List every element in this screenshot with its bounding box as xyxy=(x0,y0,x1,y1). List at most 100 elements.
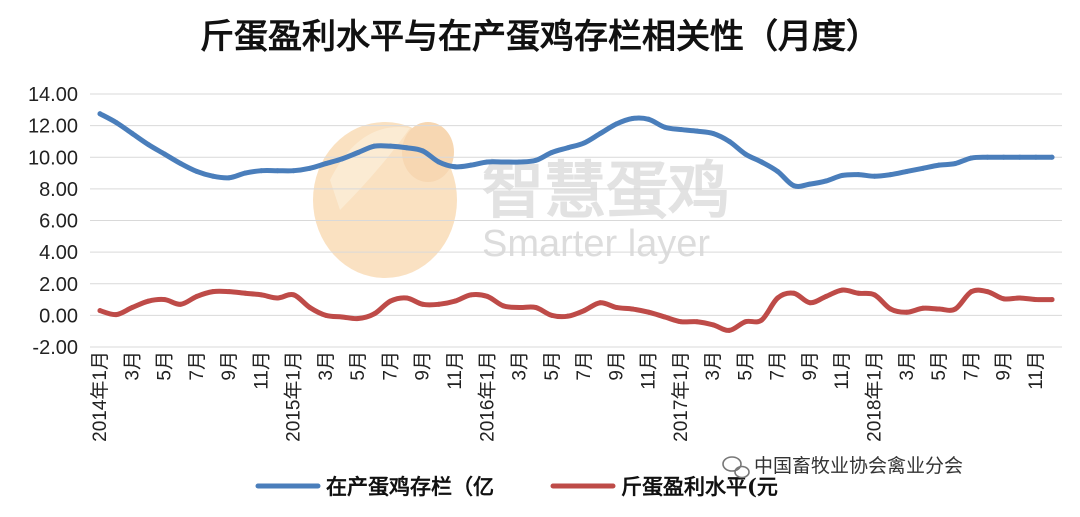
data-point xyxy=(581,308,587,314)
data-point xyxy=(807,300,813,306)
legend: 在产蛋鸡存栏（亿 斤蛋盈利水平(元 xyxy=(255,474,778,499)
data-point xyxy=(968,289,974,295)
data-point xyxy=(113,312,119,318)
data-point xyxy=(162,297,168,303)
data-point xyxy=(1001,296,1007,302)
wechat-icon xyxy=(722,456,750,479)
data-point xyxy=(678,319,684,325)
x-tick-label: 7月 xyxy=(187,351,208,381)
series-line-profit xyxy=(97,287,1055,333)
y-tick-label: 4.00 xyxy=(39,242,78,264)
legend-label-stock: 在产蛋鸡存栏（亿 xyxy=(326,474,494,499)
data-point xyxy=(936,306,942,312)
data-point xyxy=(210,289,216,295)
x-tick-label: 3月 xyxy=(897,351,918,381)
x-tick-label: 3月 xyxy=(703,351,724,381)
data-point xyxy=(162,151,168,157)
data-point xyxy=(274,295,280,301)
grid xyxy=(90,93,1062,348)
data-point xyxy=(742,319,748,325)
data-point xyxy=(387,143,393,149)
data-point xyxy=(565,313,571,319)
data-point xyxy=(291,168,297,174)
y-tick-label: 12.00 xyxy=(28,116,78,138)
data-point xyxy=(1001,154,1007,160)
data-point xyxy=(1017,154,1023,160)
data-point xyxy=(823,178,829,184)
data-point xyxy=(97,308,103,314)
x-tick-label: 3月 xyxy=(316,351,337,381)
data-point xyxy=(920,165,926,171)
data-point xyxy=(500,303,506,309)
x-tick-label: 9月 xyxy=(606,351,627,381)
data-point xyxy=(436,159,442,165)
data-point xyxy=(436,301,442,307)
data-point xyxy=(629,306,635,312)
data-point xyxy=(145,142,151,148)
x-tick-label: 3月 xyxy=(510,351,531,381)
data-point xyxy=(226,289,232,295)
x-tick-label: 11月 xyxy=(1026,351,1047,390)
data-point xyxy=(662,124,668,130)
x-tick-label: 2018年1月 xyxy=(864,351,886,442)
data-point xyxy=(339,314,345,320)
data-point xyxy=(242,290,248,296)
data-point xyxy=(694,319,700,325)
data-point xyxy=(1017,295,1023,301)
data-point xyxy=(468,292,474,298)
y-tick-label: 0.00 xyxy=(39,305,78,327)
x-tick-label: 7月 xyxy=(380,351,401,381)
data-point xyxy=(404,145,410,151)
data-point xyxy=(129,304,135,310)
x-tick-label: 7月 xyxy=(768,351,789,381)
data-point xyxy=(484,159,490,165)
data-point xyxy=(307,165,313,171)
data-point xyxy=(710,131,716,137)
x-tick-label: 9月 xyxy=(219,351,240,381)
data-point xyxy=(1049,297,1055,303)
x-tick-label: 5月 xyxy=(155,351,176,381)
data-point xyxy=(210,173,216,179)
x-tick-label: 2015年1月 xyxy=(283,351,305,442)
data-point xyxy=(984,154,990,160)
data-point xyxy=(323,161,329,167)
x-tick-label: 2017年1月 xyxy=(670,351,692,442)
data-point xyxy=(226,175,232,181)
x-tick-label: 5月 xyxy=(929,351,950,381)
data-point xyxy=(323,312,329,318)
data-point xyxy=(371,311,377,317)
data-point xyxy=(355,150,361,156)
data-point xyxy=(710,322,716,328)
x-tick-label: 11月 xyxy=(832,351,853,390)
x-tick-label: 11月 xyxy=(639,351,660,390)
data-point xyxy=(872,292,878,298)
data-point xyxy=(984,289,990,295)
data-point xyxy=(888,172,894,178)
data-point xyxy=(452,164,458,170)
data-point xyxy=(97,111,103,117)
data-point xyxy=(629,116,635,122)
data-point xyxy=(1033,297,1039,303)
x-tick-label: 5月 xyxy=(735,351,756,381)
data-point xyxy=(791,183,797,189)
x-tick-label: 2016年1月 xyxy=(476,351,498,442)
y-tick-label: 2.00 xyxy=(39,274,78,296)
data-point xyxy=(258,292,264,298)
data-point xyxy=(533,304,539,310)
x-tick-label: 7月 xyxy=(961,351,982,381)
watermark-chinese-text: 智慧蛋鸡 xyxy=(482,154,730,227)
data-point xyxy=(517,159,523,165)
source-label: 中国畜牧业协会禽业分会 xyxy=(754,455,963,477)
x-axis-ticks: 2014年1月 3月 5月 7月 9月 11月 2015年1月 3月 5月 7月 9月 11月 2016… xyxy=(89,351,1047,442)
x-tick-label: 3月 xyxy=(122,351,143,381)
data-point xyxy=(904,168,910,174)
data-point xyxy=(872,173,878,179)
data-point xyxy=(468,162,474,168)
series-lines xyxy=(97,111,1055,333)
data-point xyxy=(549,312,555,318)
data-point xyxy=(742,151,748,157)
data-point xyxy=(839,287,845,293)
data-point xyxy=(759,159,765,165)
data-point xyxy=(855,172,861,178)
data-point xyxy=(194,293,200,299)
